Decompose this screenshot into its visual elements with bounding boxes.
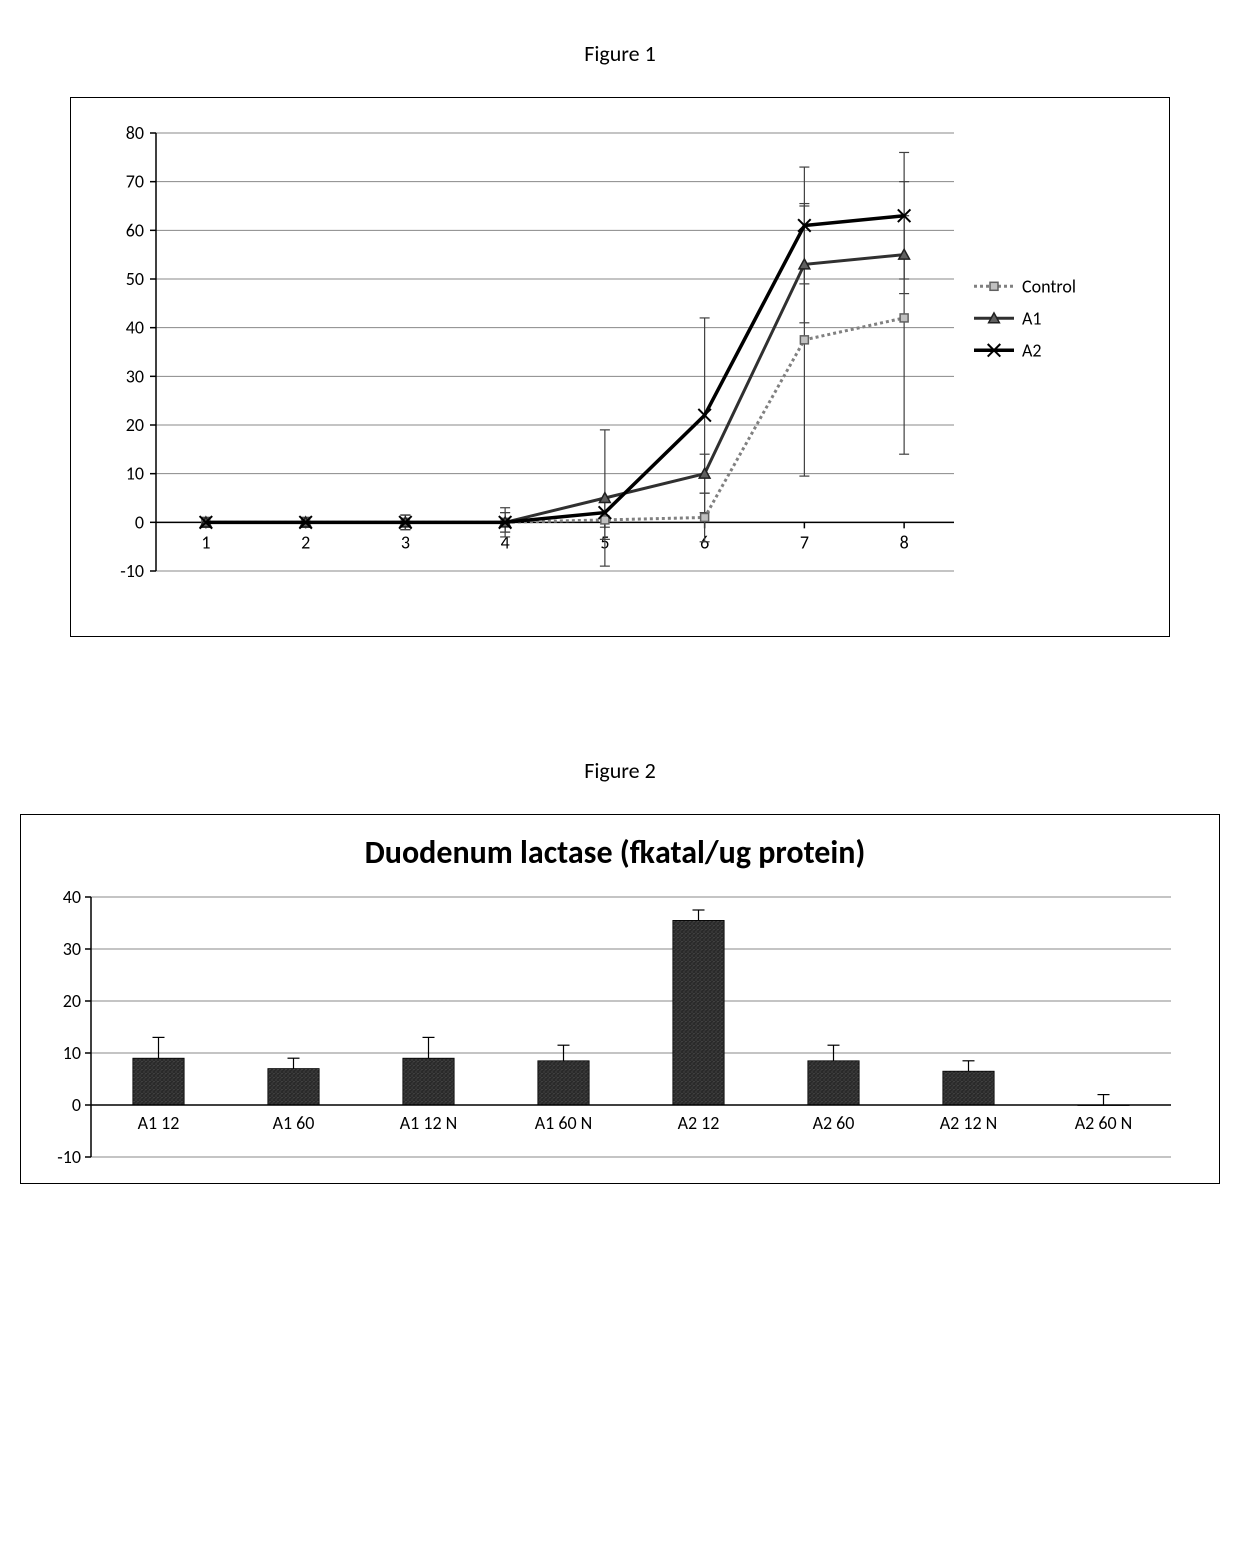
figure2-bar [133,1058,184,1105]
figure1-ytick-label: 80 [126,122,144,144]
figure2-ytick-label: 30 [63,938,81,960]
figure2-ytick-label: -10 [57,1146,81,1168]
figure2-label: Figure 2 [20,757,1220,784]
figure1-ytick-label: 70 [126,171,144,193]
figure2-bar [268,1069,319,1105]
figure1-ytick-label: 20 [126,414,144,436]
figure1-series-line [206,318,904,522]
figure2-ytick-label: 10 [63,1042,81,1064]
figure2-svg: -10 0 10 20 30 40 A1 12 A1 60 A1 12 N A1 60 N A2 1… [31,887,1191,1177]
figure1-ytick-label: 60 [126,219,144,241]
figure2-ytick-label: 0 [72,1094,81,1116]
figure2-category-label: A1 12 [138,1112,180,1134]
figure1-legend-label: Control [1022,275,1076,297]
figure1-svg: -100102030405060708012345678ControlA1A2 [86,113,1154,621]
figure1-ytick-label: 10 [126,463,144,485]
figure1-xtick-label: 3 [401,531,410,553]
figure2-category-label: A1 12 N [400,1112,458,1134]
figure2-category-label: A2 12 N [940,1112,998,1134]
figure2-category-label: A1 60 N [535,1112,593,1134]
figure1-ytick-label: 30 [126,365,144,387]
figure2-ytick-label: 40 [63,887,81,908]
figure1-legend-label: A1 [1022,307,1042,329]
figure1-series-line [206,255,904,523]
figure2-bar [808,1061,859,1105]
figure1-xtick-label: 2 [301,531,310,553]
figure2-bar [673,920,724,1105]
figure2-category-label: A2 12 [678,1112,720,1134]
figure1-xtick-label: 1 [201,531,210,553]
figure2-category-label: A2 60 N [1075,1112,1133,1134]
figure2-category-label: A1 60 [273,1112,315,1134]
figure1-ytick-label: 50 [126,268,144,290]
figure2-chart: Duodenum lactase (fkatal/ug protein) -10… [20,814,1220,1184]
figure1-label: Figure 1 [20,40,1220,67]
figure2-bar [943,1071,994,1105]
figure2-ytick-label: 20 [63,990,81,1012]
figure2-title: Duodenum lactase (fkatal/ug protein) [31,833,1199,872]
figure1-ytick-label: -10 [120,560,144,582]
figure1-chart: -100102030405060708012345678ControlA1A2 [70,97,1170,637]
figure1-xtick-label: 7 [800,531,809,553]
figure1-xtick-label: 8 [900,531,909,553]
figure1-ytick-label: 0 [135,511,144,533]
figure1-ytick-label: 40 [126,317,144,339]
figure2-bar [403,1058,454,1105]
figure2-bar [538,1061,589,1105]
figure1-legend-label: A2 [1022,339,1042,361]
figure2-category-label: A2 60 [813,1112,855,1134]
